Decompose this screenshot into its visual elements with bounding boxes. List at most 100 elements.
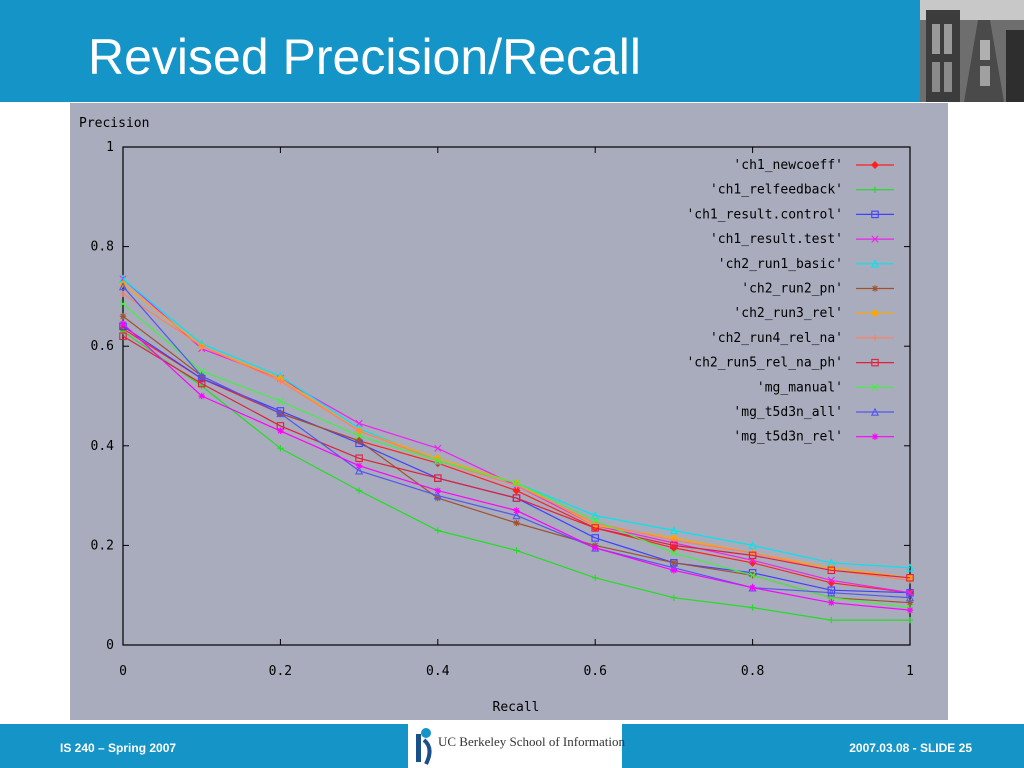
data-point bbox=[592, 544, 599, 552]
data-point bbox=[871, 210, 879, 219]
data-point bbox=[198, 392, 205, 400]
data-point bbox=[197, 379, 206, 388]
data-point bbox=[871, 334, 879, 342]
data-point bbox=[828, 599, 835, 606]
legend-label: 'mg_manual' bbox=[757, 380, 843, 395]
data-point bbox=[871, 309, 879, 318]
footer-course: IS 240 – Spring 2007 bbox=[60, 741, 177, 755]
data-point bbox=[906, 616, 914, 624]
legend-entry: 'mg_manual' bbox=[757, 380, 894, 395]
data-point bbox=[355, 487, 363, 494]
chart-panel: 0 0.2 0.4 0.6 0.8 1 0 0.2 0.4 0.6 0.8 1 'ch1_newcoe… bbox=[70, 103, 948, 720]
data-point bbox=[670, 541, 678, 550]
data-point bbox=[871, 285, 879, 292]
data-point bbox=[748, 551, 757, 560]
data-point bbox=[828, 616, 835, 624]
legend-entry: 'mg_t5d3n_rel' bbox=[733, 430, 894, 445]
legend-label: 'mg_t5d3n_all' bbox=[733, 405, 843, 420]
data-point bbox=[198, 343, 205, 350]
legend-entry: 'ch2_run4_rel_na' bbox=[710, 331, 894, 346]
data-point bbox=[591, 511, 600, 520]
data-point bbox=[749, 571, 757, 579]
precision-recall-chart: 0 0.2 0.4 0.6 0.8 1 0 0.2 0.4 0.6 0.8 1 'ch1_newcoe… bbox=[79, 116, 915, 715]
data-point bbox=[749, 604, 756, 611]
data-point bbox=[277, 445, 284, 452]
series-line bbox=[122, 286, 911, 599]
legend-entry: 'ch2_run3_rel' bbox=[733, 306, 894, 321]
legend-label: 'ch2_run4_rel_na' bbox=[710, 331, 843, 346]
y-tick-label: 1 bbox=[106, 140, 114, 155]
data-point bbox=[277, 427, 284, 435]
data-point bbox=[591, 534, 599, 542]
data-point bbox=[118, 282, 128, 291]
data-point bbox=[905, 593, 915, 602]
data-point bbox=[434, 457, 442, 465]
data-point bbox=[749, 584, 756, 591]
legend-entry: 'mg_t5d3n_all' bbox=[733, 405, 894, 420]
data-point bbox=[119, 313, 127, 320]
data-point bbox=[119, 320, 127, 327]
data-point bbox=[670, 567, 678, 574]
data-point bbox=[748, 540, 757, 550]
data-point bbox=[871, 186, 879, 193]
data-point bbox=[355, 419, 363, 427]
data-point bbox=[592, 574, 599, 581]
data-point bbox=[871, 433, 879, 440]
data-point bbox=[355, 427, 363, 435]
data-point bbox=[669, 526, 678, 535]
data-point bbox=[871, 161, 879, 169]
legend-entry: 'ch1_newcoeff' bbox=[733, 158, 894, 173]
data-point bbox=[434, 444, 442, 452]
y-tick-label: 0.2 bbox=[91, 538, 114, 553]
data-point bbox=[906, 606, 914, 614]
y-tick-label: 0.6 bbox=[91, 339, 114, 354]
data-point bbox=[434, 527, 441, 534]
data-point bbox=[513, 507, 520, 514]
data-point bbox=[512, 479, 521, 487]
data-point bbox=[591, 516, 599, 525]
slide-title: Revised Precision/Recall bbox=[88, 29, 642, 85]
data-point bbox=[827, 586, 836, 594]
series-line bbox=[122, 335, 911, 579]
slide-footer: IS 240 – Spring 2007 UC Berkeley School … bbox=[0, 724, 1024, 768]
series-9 bbox=[119, 332, 914, 582]
data-point bbox=[670, 549, 678, 557]
building-photo bbox=[920, 0, 1024, 102]
data-point bbox=[871, 235, 879, 243]
slide-header: Revised Precision/Recall bbox=[0, 0, 1024, 102]
school-logo-text: UC Berkeley School of Information bbox=[438, 734, 626, 749]
legend-label: 'ch2_run2_pn' bbox=[741, 282, 843, 297]
data-point bbox=[591, 524, 599, 532]
legend-label: 'mg_t5d3n_rel' bbox=[733, 430, 843, 445]
plot-frame bbox=[122, 146, 911, 646]
data-point bbox=[906, 574, 914, 582]
data-point bbox=[513, 547, 520, 554]
school-logo: UC Berkeley School of Information bbox=[408, 724, 626, 768]
data-point bbox=[513, 519, 520, 527]
y-axis-label: Precision bbox=[79, 116, 149, 131]
data-point bbox=[871, 358, 879, 367]
legend-entry: 'ch2_run5_rel_na_ph' bbox=[686, 356, 894, 371]
data-point bbox=[355, 432, 363, 440]
footer-slide-number: 2007.03.08 - SLIDE 25 bbox=[849, 741, 972, 755]
data-point bbox=[871, 383, 879, 391]
data-point bbox=[827, 566, 836, 575]
data-point bbox=[355, 462, 363, 469]
data-point bbox=[906, 577, 914, 584]
data-point bbox=[197, 371, 206, 380]
legend-label: 'ch1_relfeedback' bbox=[710, 183, 843, 198]
x-tick-label: 0.8 bbox=[741, 664, 764, 679]
data-point bbox=[670, 594, 678, 601]
series-line bbox=[122, 330, 910, 621]
y-tick-label: 0.4 bbox=[91, 439, 115, 454]
data-point bbox=[870, 259, 880, 268]
legend-label: 'ch2_run5_rel_na_ph' bbox=[686, 356, 843, 371]
data-point bbox=[355, 437, 363, 445]
x-axis-label: Recall bbox=[493, 700, 540, 715]
data-point bbox=[434, 474, 442, 482]
data-point bbox=[276, 397, 284, 405]
legend-label: 'ch1_result.control' bbox=[686, 207, 843, 222]
series-2 bbox=[119, 328, 914, 624]
data-point bbox=[827, 576, 835, 584]
data-point bbox=[512, 494, 521, 502]
